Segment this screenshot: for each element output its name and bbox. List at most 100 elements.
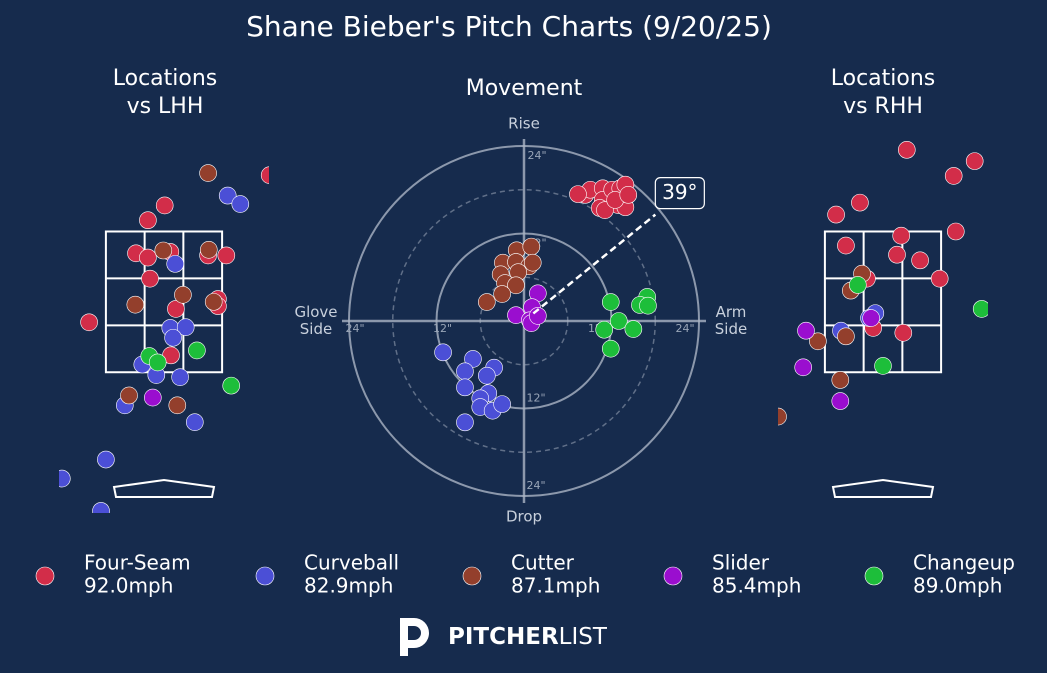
panel-title: vs LHH bbox=[127, 94, 204, 119]
pitch-point bbox=[874, 357, 892, 375]
pitch-point bbox=[478, 366, 496, 385]
chart-title: Shane Bieber's Pitch Charts (9/20/25) bbox=[246, 10, 772, 43]
pitch-point bbox=[148, 353, 167, 372]
pitch-point bbox=[166, 255, 184, 273]
axis-label: Side bbox=[715, 320, 747, 338]
pitch-point bbox=[222, 376, 240, 395]
pitch-point bbox=[848, 276, 867, 294]
pitch-point bbox=[522, 237, 541, 256]
pitch-point bbox=[97, 450, 115, 469]
pitch-point bbox=[493, 285, 511, 303]
pitch-point bbox=[139, 211, 157, 230]
panel-title: Movement bbox=[466, 76, 583, 101]
legend-marker bbox=[462, 566, 482, 586]
r-tick-label: 12" bbox=[433, 322, 452, 335]
points bbox=[434, 175, 657, 432]
pitch-point bbox=[601, 293, 620, 311]
pitch-point bbox=[624, 320, 643, 338]
points bbox=[778, 141, 988, 426]
panel-title: Locations bbox=[831, 66, 936, 91]
pitch-point bbox=[456, 413, 474, 432]
legend-marker bbox=[663, 566, 683, 586]
logo-icon bbox=[400, 618, 429, 656]
points bbox=[59, 164, 269, 513]
pitch-point bbox=[218, 186, 237, 205]
legend-speed: 89.0mph bbox=[913, 574, 1002, 598]
pitch-point bbox=[888, 245, 906, 264]
pitch-point bbox=[174, 286, 192, 304]
pitch-point bbox=[144, 388, 162, 407]
pitch-point bbox=[837, 327, 855, 346]
r-tick-label: 24" bbox=[527, 149, 546, 162]
pitch-point bbox=[797, 321, 815, 340]
pitch-point bbox=[231, 195, 250, 213]
pitch-point bbox=[595, 320, 614, 339]
legend-marker bbox=[864, 566, 884, 586]
pitch-point bbox=[139, 248, 157, 267]
pitch-point bbox=[911, 251, 929, 270]
pitch-point bbox=[946, 222, 965, 241]
pitch-point bbox=[862, 309, 880, 327]
legend-speed: 82.9mph bbox=[304, 574, 393, 598]
pitch-point bbox=[260, 166, 269, 184]
legend-speed: 87.1mph bbox=[511, 574, 600, 598]
arm-angle-line bbox=[532, 213, 657, 315]
pitch-point bbox=[831, 371, 850, 389]
pitch-point bbox=[168, 396, 187, 415]
pitch-point bbox=[778, 407, 787, 426]
axis-label: Arm bbox=[716, 303, 747, 321]
pitch-point bbox=[464, 350, 482, 368]
pitch-point bbox=[199, 164, 217, 182]
pitch-point bbox=[167, 300, 185, 318]
pitch-point bbox=[851, 193, 869, 212]
pitch-point bbox=[569, 185, 587, 203]
pitch-point bbox=[164, 328, 182, 347]
pitch-point bbox=[186, 413, 204, 432]
legend-marker bbox=[35, 566, 55, 586]
pitch-point bbox=[523, 253, 542, 272]
arm-angle-box bbox=[654, 177, 705, 210]
pitch-point bbox=[456, 378, 474, 397]
pitch-point bbox=[827, 205, 845, 224]
logo-bold: PITCHER bbox=[448, 624, 559, 650]
arm-angle-label: 39° bbox=[662, 180, 697, 204]
pitch-point bbox=[200, 240, 218, 259]
pitch-point bbox=[944, 167, 963, 185]
pitch-point bbox=[831, 392, 850, 410]
pitch-point bbox=[154, 241, 173, 260]
home-plate bbox=[831, 478, 935, 498]
pitch-point bbox=[892, 226, 911, 245]
pitch-point bbox=[619, 186, 638, 204]
legend-name: Slider bbox=[712, 551, 770, 575]
pitch-point bbox=[601, 339, 620, 358]
legend-name: Changeup bbox=[913, 551, 1015, 575]
axis-label: Rise bbox=[508, 115, 540, 133]
legend-speed: 92.0mph bbox=[84, 574, 173, 598]
pitch-point bbox=[80, 313, 98, 332]
pitch-point bbox=[155, 196, 174, 215]
pitch-point bbox=[609, 312, 628, 330]
r-tick-label: 24" bbox=[345, 322, 364, 335]
pitch-point bbox=[59, 469, 71, 488]
panel-title: Locations bbox=[113, 66, 218, 91]
pitch-point bbox=[972, 300, 988, 318]
logo: PITCHERLIST bbox=[400, 618, 608, 656]
pitch-point bbox=[965, 152, 984, 170]
legend-speed: 85.4mph bbox=[712, 574, 801, 598]
legend-name: Cutter bbox=[511, 551, 575, 575]
pitch-point bbox=[493, 395, 511, 413]
r-tick-label: 12" bbox=[526, 392, 545, 405]
axis-label: Side bbox=[300, 320, 332, 338]
pitch-point bbox=[894, 324, 913, 342]
logo-text: PITCHERLIST bbox=[448, 624, 608, 650]
pitch-point bbox=[188, 341, 206, 360]
legend-marker bbox=[255, 566, 275, 586]
pitch-point bbox=[639, 296, 657, 315]
logo-light: LIST bbox=[559, 624, 608, 650]
legend-name: Curveball bbox=[304, 551, 399, 575]
r-tick-label: 24" bbox=[526, 479, 545, 492]
home-plate bbox=[112, 478, 216, 498]
pitch-point bbox=[126, 295, 145, 314]
